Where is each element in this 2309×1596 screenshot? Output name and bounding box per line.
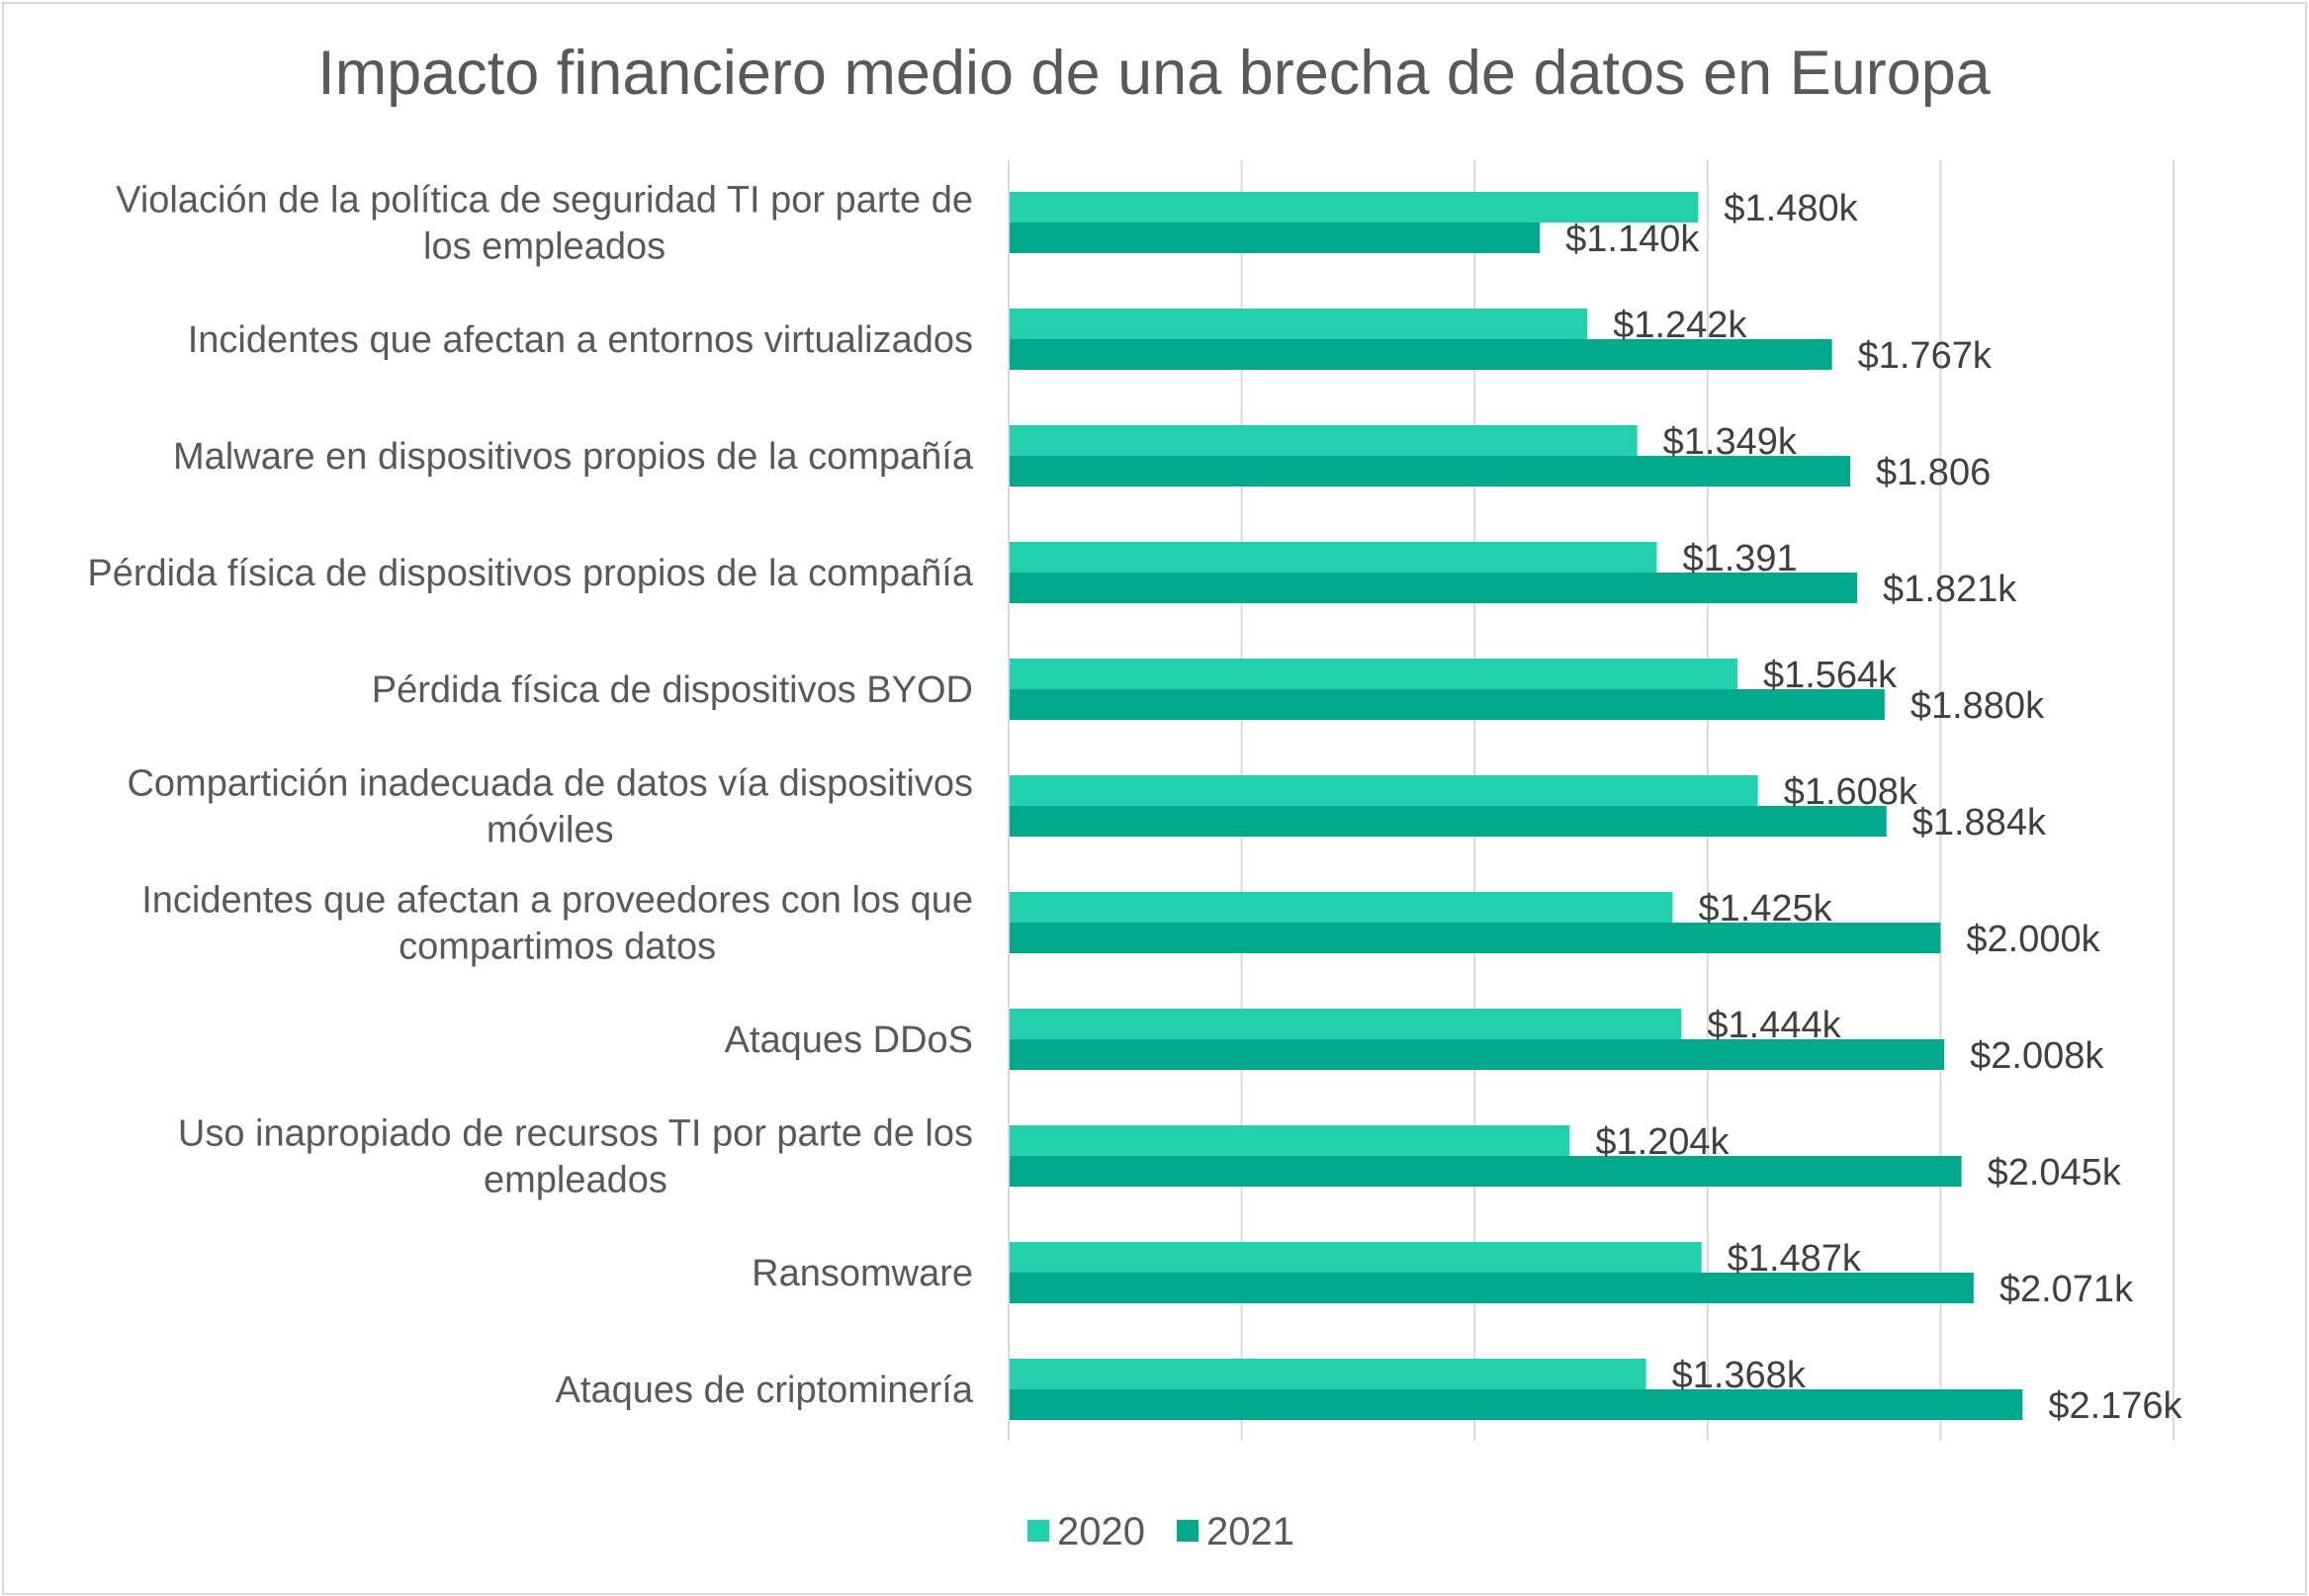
category-label: empleados xyxy=(484,1160,667,1201)
legend-swatch-2020 xyxy=(1027,1520,1049,1542)
bar-2021 xyxy=(1009,1039,1945,1070)
data-label-2021: $1.880k xyxy=(1910,685,2045,727)
data-label-2020: $1.608k xyxy=(1784,771,1918,813)
data-label-2020: $1.480k xyxy=(1724,188,1858,229)
bar-2020 xyxy=(1009,1359,1646,1389)
bar-2020 xyxy=(1009,1242,1702,1273)
category-label: Malware en dispositivos propios de la co… xyxy=(173,436,974,478)
category-labels: Violación de la política de seguridad TI… xyxy=(87,180,973,1412)
category-label: Ataques de criptominería xyxy=(556,1370,974,1411)
data-label-2021: $1.806 xyxy=(1876,452,1991,493)
legend-label-2021: 2021 xyxy=(1206,1510,1294,1553)
bar-2020 xyxy=(1009,775,1758,806)
bars xyxy=(1008,160,2023,1441)
data-label-2020: $1.487k xyxy=(1728,1238,1862,1280)
bar-2021 xyxy=(1009,689,1885,720)
data-label-2020: $1.204k xyxy=(1595,1121,1730,1163)
data-label-2020: $1.242k xyxy=(1613,305,1747,346)
legend-swatch-2021 xyxy=(1177,1520,1199,1542)
category-label: compartimos datos xyxy=(399,927,716,968)
category-label: Violación de la política de seguridad TI… xyxy=(116,180,973,222)
bar-2021 xyxy=(1009,806,1887,837)
bar-2020 xyxy=(1009,659,1737,689)
data-label-2020: $1.564k xyxy=(1763,655,1898,696)
data-label-2020: $1.349k xyxy=(1663,421,1798,463)
bar-2021 xyxy=(1009,1389,2023,1420)
bar-2020 xyxy=(1009,892,1673,923)
data-label-2021: $2.045k xyxy=(1988,1152,2122,1194)
bar-2020 xyxy=(1009,192,1699,222)
data-label-2021: $1.767k xyxy=(1858,335,1993,377)
legend-label-2020: 2020 xyxy=(1057,1510,1145,1553)
bar-2021 xyxy=(1009,1156,1962,1187)
bar-2021 xyxy=(1009,339,1832,370)
category-label: Compartición inadecuada de datos vía dis… xyxy=(127,763,973,805)
data-label-2021: $1.821k xyxy=(1883,569,2017,610)
legend: 2020 2021 xyxy=(1027,1510,1294,1553)
chart-title: Impacto financiero medio de una brecha d… xyxy=(317,39,1992,108)
data-label-2021: $2.008k xyxy=(1970,1035,2104,1077)
bar-2021 xyxy=(1009,456,1850,487)
data-label-2020: $1.368k xyxy=(1672,1355,1807,1396)
bar-2021 xyxy=(1009,1273,1974,1303)
category-label: Incidentes que afectan a proveedores con… xyxy=(141,880,973,922)
bar-2020 xyxy=(1009,542,1657,573)
category-label: Incidentes que afectan a entornos virtua… xyxy=(188,319,973,361)
category-label: Pérdida física de dispositivos BYOD xyxy=(372,669,973,711)
data-label-2021: $2.071k xyxy=(1999,1269,2134,1310)
bar-2020 xyxy=(1009,425,1638,456)
bar-2020 xyxy=(1009,309,1588,339)
category-label: Uso inapropiado de recursos TI por parte… xyxy=(178,1113,973,1155)
data-label-2020: $1.425k xyxy=(1698,888,1832,930)
category-label: Pérdida física de dispositivos propios d… xyxy=(87,553,973,594)
data-label-2021: $1.884k xyxy=(1912,802,2047,843)
bar-2020 xyxy=(1009,1125,1570,1156)
data-label-2020: $1.391 xyxy=(1682,538,1797,579)
category-label: los empleados xyxy=(423,226,666,268)
bar-2021 xyxy=(1009,573,1858,603)
bar-2020 xyxy=(1009,1009,1682,1039)
category-label: Ransomware xyxy=(752,1253,973,1294)
bar-2021 xyxy=(1009,222,1541,253)
data-label-2020: $1.444k xyxy=(1707,1005,1841,1046)
data-label-2021: $1.140k xyxy=(1565,219,1700,260)
data-labels: $1.480k $1.242k $1.349k $1.391 $1.564k $1.608… xyxy=(1565,188,2182,1427)
bar-2021 xyxy=(1009,923,1941,953)
data-label-2021: $2.000k xyxy=(1966,919,2100,960)
category-label: Ataques DDoS xyxy=(725,1020,973,1061)
data-label-2021: $2.176k xyxy=(2048,1385,2182,1427)
category-label: móviles xyxy=(487,810,614,851)
